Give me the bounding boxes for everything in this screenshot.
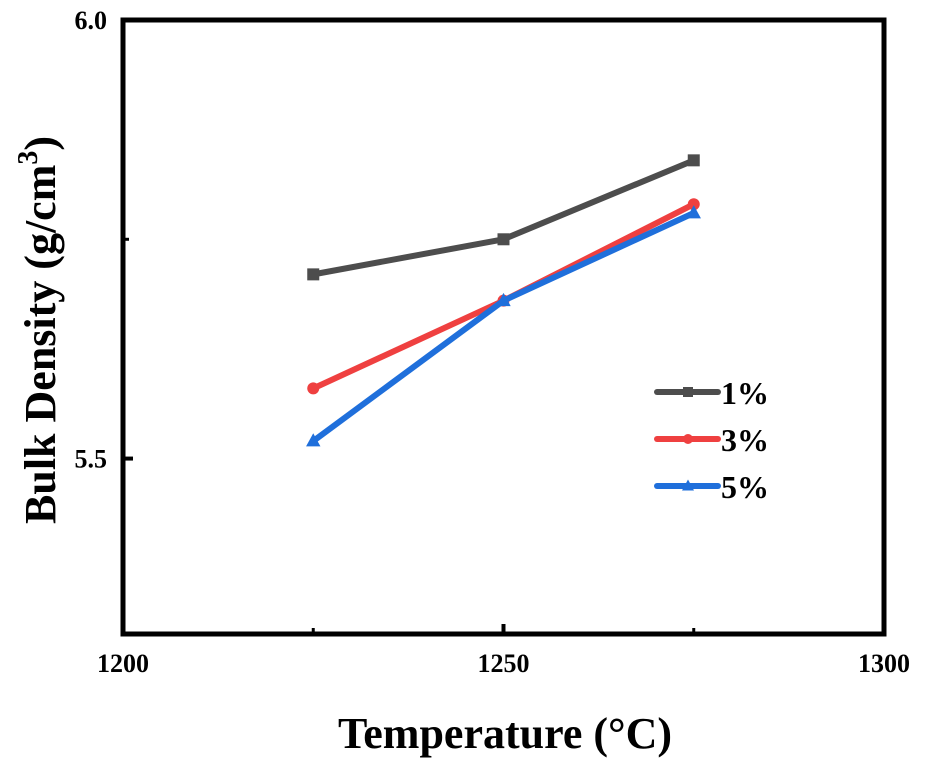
plot-frame (120, 17, 887, 637)
data-point-triangle (306, 433, 321, 447)
legend-swatch-marker (683, 387, 693, 397)
series-line (310, 209, 697, 445)
legend-label: 3% (721, 422, 769, 458)
legend-swatch-marker (682, 479, 694, 491)
x-axis-title: Temperature (°C) (338, 709, 672, 758)
y-axis-title: Bulk Density (g/cm3) (13, 136, 65, 524)
data-point-square (497, 233, 510, 246)
legend-swatch-marker (683, 434, 693, 444)
series-5pct (306, 205, 701, 447)
y-tick-label: 5.5 (75, 445, 108, 474)
data-point-square (307, 268, 320, 281)
legend-label: 5% (721, 469, 769, 505)
legend-item: 1% (654, 375, 769, 411)
legend: 1% 3% 5% (654, 375, 769, 505)
data-series (306, 154, 701, 447)
x-tick-label: 1200 (97, 649, 149, 678)
data-point-triangle (686, 205, 701, 219)
legend-label: 1% (721, 375, 769, 411)
data-point-triangle (496, 292, 511, 307)
plot-border (120, 17, 887, 637)
y-axis-title-close: ) (16, 136, 65, 151)
series-line (310, 157, 697, 278)
y-tick-label: 6.0 (75, 6, 108, 35)
legend-item: 5% (654, 469, 769, 505)
series-1pct (307, 154, 700, 281)
legend-item: 3% (654, 422, 769, 458)
x-tick-label: 1300 (858, 649, 910, 678)
x-tick-label: 1250 (478, 649, 530, 678)
data-point-square (687, 154, 700, 167)
tick-labels: 1200 1250 1300 5.5 6.0 (75, 6, 911, 678)
y-axis-title-superscript: 3 (13, 151, 44, 165)
data-point-circle (307, 382, 320, 395)
y-axis-title-main: Bulk Density (g/cm (16, 165, 65, 524)
data-point-circle (687, 198, 700, 211)
axis-ticks (121, 18, 886, 634)
